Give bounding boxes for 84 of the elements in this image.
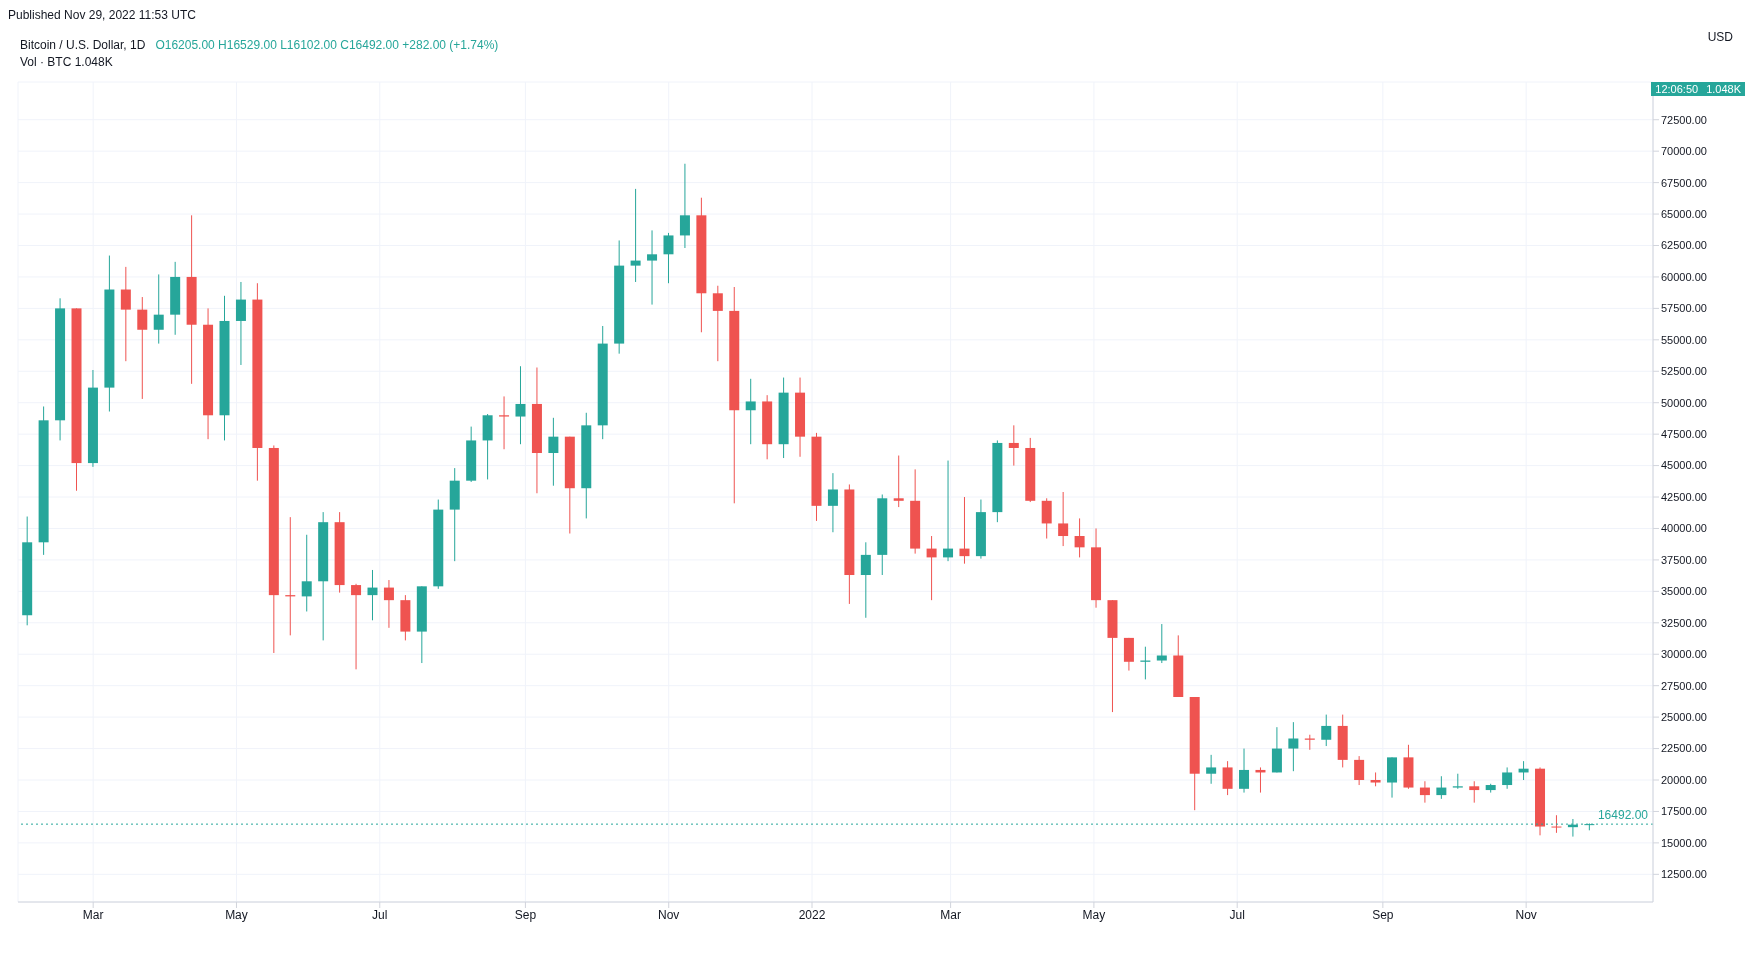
candlestick (1123, 637, 1134, 672)
candlestick (1041, 497, 1052, 540)
candlestick (235, 281, 246, 366)
text: Vol · BTC 1.048K (20, 55, 114, 69)
candlestick (1271, 726, 1282, 773)
candlestick (926, 535, 937, 601)
x-tick-label: May (1082, 907, 1106, 922)
candlestick (383, 579, 394, 629)
y-tick-label: 60000.00 (1661, 270, 1707, 283)
candlestick (647, 229, 658, 306)
text: O16205.00 H16529.00 L16102.00 C16492.00 +282.00 (+1.74%) (155, 38, 499, 52)
y-tick-label: 62500.00 (1661, 239, 1707, 252)
x-tick-label: May (225, 907, 248, 922)
x-tick-label: 2022 (798, 907, 826, 922)
x-tick-label: Jul (1229, 907, 1245, 922)
candlestick (351, 583, 362, 670)
y-tick-label: 12500.00 (1661, 868, 1707, 881)
candlestick (1074, 517, 1085, 558)
candlestick (860, 541, 871, 619)
candlestick (663, 232, 674, 284)
candlestick (137, 296, 148, 400)
y-tick-label: 70000.00 (1661, 145, 1707, 158)
candlestick (959, 496, 970, 565)
x-tick-label: Mar (940, 907, 961, 922)
y-axis-title: USD (1707, 30, 1733, 44)
candlestick (893, 455, 904, 508)
candlestick (1436, 775, 1447, 800)
y-tick-label: 65000.00 (1661, 207, 1707, 220)
candlestick (1469, 780, 1480, 804)
y-tick-label: 37500.00 (1661, 553, 1707, 566)
candlestick (745, 378, 756, 445)
x-tick-label: Mar (82, 907, 104, 922)
candlestick (630, 188, 641, 283)
candlestick (1288, 721, 1299, 772)
ref-line-label: 16492.00 (1597, 808, 1649, 823)
text: 1.048K (1706, 83, 1741, 95)
candlestick (1419, 780, 1430, 804)
candlestick (1058, 491, 1069, 547)
candlestick (1354, 755, 1365, 786)
candlestick (120, 266, 131, 362)
text: 12:06:50 (1655, 83, 1699, 95)
y-tick-label: 57500.00 (1661, 302, 1707, 315)
candlestick (499, 395, 510, 450)
candlestick (1239, 748, 1250, 794)
y-tick-label: 15000.00 (1661, 836, 1707, 849)
candlestick (1206, 754, 1217, 785)
text: Published Nov 29, 2022 11:53 UTC (8, 8, 197, 24)
candlestick (1156, 623, 1167, 664)
candlestick (301, 534, 312, 612)
y-tick-label: 32500.00 (1661, 616, 1707, 629)
y-tick-label: 22500.00 (1661, 742, 1707, 755)
candlestick (1008, 424, 1019, 467)
y-tick-label: 42500.00 (1661, 490, 1707, 503)
x-tick-label: Nov (1515, 907, 1537, 922)
candlestick (153, 273, 164, 345)
candlestick (679, 163, 690, 249)
y-tick-label: 30000.00 (1661, 648, 1707, 661)
x-tick-label: Sep (514, 907, 537, 922)
x-tick-label: Nov (658, 907, 680, 922)
x-tick-label: Sep (1372, 907, 1394, 922)
y-tick-label: 55000.00 (1661, 333, 1707, 346)
chart-title: Bitcoin / U.S. Dollar, 1D (20, 38, 146, 52)
y-tick-label: 17500.00 (1661, 805, 1707, 818)
candlestick (1222, 760, 1233, 796)
y-tick-label: 67500.00 (1661, 176, 1707, 189)
x-tick-label: Jul (372, 907, 388, 922)
y-tick-label: 20000.00 (1661, 773, 1707, 786)
y-tick-label: 47500.00 (1661, 428, 1707, 441)
y-tick-label: 27500.00 (1661, 679, 1707, 692)
candlestick (548, 417, 559, 487)
candlestick (943, 460, 954, 562)
candlestick (712, 285, 723, 362)
candlestick (1502, 766, 1513, 790)
candlestick (367, 569, 378, 621)
y-tick-label: 45000.00 (1661, 459, 1707, 472)
y-tick-label: 40000.00 (1661, 522, 1707, 535)
candlestick (1321, 714, 1332, 747)
y-tick-label: 25000.00 (1661, 711, 1707, 724)
candlestick (827, 472, 838, 533)
y-tick-label: 50000.00 (1661, 396, 1707, 409)
y-tick-label: 52500.00 (1661, 365, 1707, 378)
candlestick (515, 365, 526, 445)
y-tick-label: 72500.00 (1661, 113, 1707, 126)
y-tick-label: 35000.00 (1661, 585, 1707, 598)
